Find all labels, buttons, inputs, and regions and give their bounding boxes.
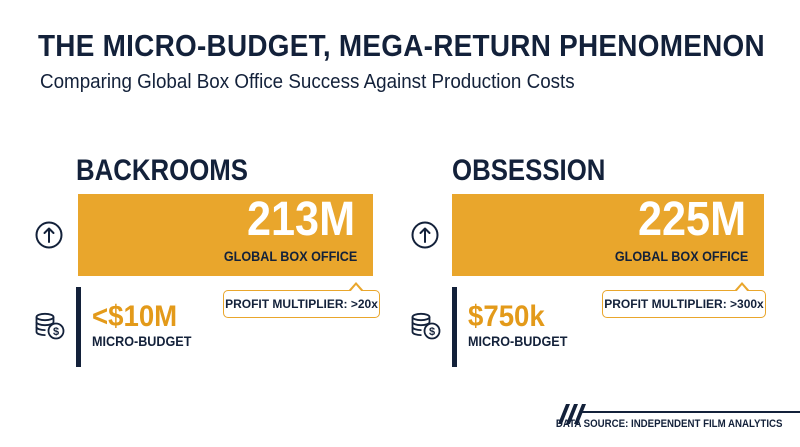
- budget-accent-line-obsession: [452, 287, 457, 367]
- gross-bar-obsession: 225M GLOBAL BOX OFFICE: [452, 194, 764, 276]
- gross-value-obsession: 225M: [637, 193, 746, 246]
- page-subtitle: Comparing Global Box Office Success Agai…: [40, 71, 575, 93]
- arrow-up-circle-icon: [35, 221, 63, 249]
- svg-text:$: $: [429, 326, 435, 338]
- data-source-note: DATA SOURCE: INDEPENDENT FILM ANALYTICS: [555, 418, 782, 430]
- gross-label-obsession: GLOBAL BOX OFFICE: [614, 248, 748, 264]
- film-name-obsession: OBSESSION: [452, 154, 606, 187]
- profit-multiplier-callout-obsession: PROFIT MULTIPLIER: >300x: [602, 282, 766, 318]
- page-title: THE MICRO-BUDGET, MEGA-RETURN PHENOMENON: [38, 28, 765, 63]
- budget-value-obsession: $750k: [468, 300, 545, 333]
- callout-pointer-fill: [350, 285, 362, 292]
- profit-multiplier-text-obsession: PROFIT MULTIPLIER: >300x: [604, 297, 764, 311]
- gross-label-backrooms: GLOBAL BOX OFFICE: [223, 248, 357, 264]
- budget-label-obsession: MICRO-BUDGET: [468, 333, 568, 349]
- footer-stripe-decoration: [558, 404, 586, 424]
- callout-pointer-fill: [736, 285, 748, 292]
- budget-value-backrooms: <$10M: [92, 300, 178, 333]
- arrow-up-circle-icon: [411, 221, 439, 249]
- gross-bar-backrooms: 213M GLOBAL BOX OFFICE: [78, 194, 373, 276]
- gross-value-backrooms: 213M: [246, 193, 355, 246]
- svg-text:$: $: [53, 326, 59, 338]
- film-name-backrooms: BACKROOMS: [76, 154, 248, 187]
- coin-stack-dollar-icon: $: [35, 312, 65, 340]
- profit-multiplier-text-backrooms: PROFIT MULTIPLIER: >20x: [225, 297, 378, 311]
- profit-multiplier-callout-backrooms: PROFIT MULTIPLIER: >20x: [223, 282, 380, 318]
- budget-accent-line-backrooms: [76, 287, 81, 367]
- budget-label-backrooms: MICRO-BUDGET: [92, 333, 192, 349]
- footer-rule: [582, 411, 800, 413]
- coin-stack-dollar-icon: $: [411, 312, 441, 340]
